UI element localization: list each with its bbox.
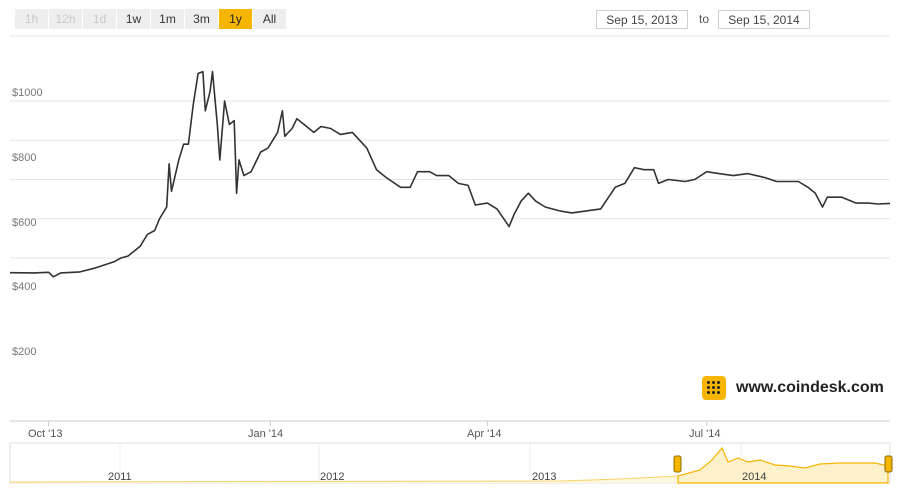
y-tick-label: $800 (12, 152, 37, 164)
coindesk-logo-text: www.coindesk.com (736, 379, 884, 396)
x-tick-label: Apr '14 (467, 428, 502, 440)
navigator-year-label: 2013 (532, 471, 557, 483)
range-button-12h[interactable]: 12h (49, 9, 82, 29)
navigator-year-label: 2014 (742, 471, 767, 483)
y-tick-label: $200 (12, 346, 37, 358)
range-button-3m[interactable]: 3m (185, 9, 218, 29)
range-button-1h[interactable]: 1h (15, 9, 48, 29)
range-button-1w[interactable]: 1w (117, 9, 150, 29)
date-to-input[interactable]: Sep 15, 2014 (718, 10, 810, 29)
coindesk-logo-icon (702, 376, 726, 400)
navigator-left-handle[interactable] (673, 455, 682, 473)
navigator-year-label: 2011 (108, 471, 132, 483)
y-tick-label: $400 (12, 281, 37, 293)
coindesk-logo[interactable]: www.coindesk.com (702, 376, 884, 400)
x-tick-label: Jul '14 (689, 428, 721, 440)
x-tick-label: Oct '13 (28, 428, 63, 440)
navigator-history-line (9, 475, 679, 483)
navigator-right-handle[interactable] (884, 455, 893, 473)
price-series-line (9, 70, 891, 278)
range-button-1m[interactable]: 1m (151, 9, 184, 29)
range-button-1y[interactable]: 1y (219, 9, 252, 29)
y-tick-label: $600 (12, 217, 37, 229)
x-tick-label: Jan '14 (248, 428, 284, 440)
range-selector: 1h 12h 1d 1w 1m 3m 1y All (15, 9, 286, 29)
range-button-all[interactable]: All (253, 9, 286, 29)
date-to-label: to (699, 12, 710, 26)
range-button-1d[interactable]: 1d (83, 9, 116, 29)
date-from-input[interactable]: Sep 15, 2013 (596, 10, 688, 29)
y-tick-label: $1000 (12, 87, 43, 99)
navigator-year-label: 2012 (320, 471, 345, 483)
